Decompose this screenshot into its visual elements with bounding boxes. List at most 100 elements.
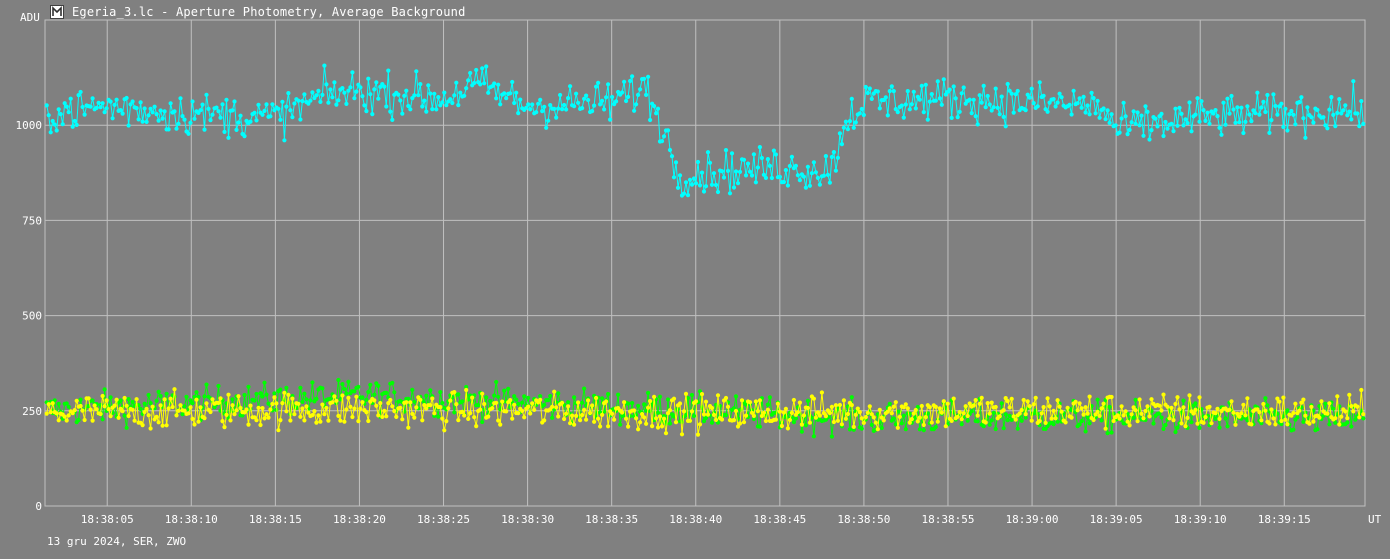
data-point [1327,401,1332,406]
data-point [689,182,695,187]
data-point [144,119,149,124]
data-point [735,181,741,186]
data-point [1123,409,1128,414]
data-point [895,425,900,430]
data-point [1005,418,1010,423]
data-point [236,394,241,399]
data-point [522,415,527,420]
data-point [1159,111,1164,116]
data-point [342,90,347,95]
data-point [1279,421,1284,427]
y-axis-label: ADU [20,11,40,24]
data-point [584,417,589,422]
data-point [94,105,99,110]
data-point [691,176,697,181]
data-point [576,400,581,405]
data-point [1177,105,1182,110]
data-point [693,399,699,404]
data-point [1261,99,1266,104]
data-point [1027,404,1032,409]
data-point [1031,402,1036,407]
data-point [564,411,569,416]
data-point [1001,408,1006,413]
data-point [935,419,940,424]
data-point [1243,413,1248,418]
data-point [827,180,833,185]
data-point [957,410,962,415]
data-point [452,390,457,395]
data-point [1325,411,1330,416]
data-point [1257,410,1262,415]
data-point [813,170,819,175]
data-point [887,89,892,94]
data-point [1067,102,1072,107]
data-point [1007,413,1012,418]
data-point [1109,394,1114,400]
data-point [655,425,661,430]
data-point [482,401,487,407]
data-point [600,396,605,401]
data-point [735,424,741,429]
data-point [1229,93,1234,99]
data-point [1103,426,1108,431]
data-point [781,179,787,185]
data-point [1209,421,1214,426]
data-point [270,401,275,407]
data-point [282,138,287,143]
data-point [498,102,503,107]
data-point [48,130,53,135]
data-point [646,405,651,410]
data-point [278,418,283,423]
data-point [266,401,271,406]
data-point [1333,416,1338,421]
data-point [210,112,215,117]
data-point [1295,415,1300,420]
data-point [1007,405,1012,410]
data-point [134,397,139,402]
data-point [733,408,739,414]
data-point [56,401,61,406]
data-point [230,403,235,408]
data-point [779,423,785,429]
data-point [1339,111,1344,116]
data-point [683,391,689,396]
data-point [847,427,853,432]
data-point [1055,100,1060,105]
data-point [538,97,543,102]
data-point [390,380,395,385]
data-point [378,401,383,406]
data-point [1121,413,1126,418]
data-point [1305,105,1310,110]
data-point [232,412,237,417]
data-point [596,416,601,421]
data-point [1211,111,1216,116]
data-point [460,409,465,414]
data-point [630,74,635,79]
data-point [562,416,567,422]
data-point [859,106,864,112]
x-tick-label: 18:38:20 [333,513,386,526]
data-point [438,405,443,410]
data-point [1187,393,1192,398]
data-point [654,416,659,421]
data-point [194,397,199,402]
data-point [586,97,591,103]
data-point [1119,116,1124,121]
data-point [308,98,313,103]
data-point [1099,418,1104,423]
data-point [1357,415,1362,420]
data-point [156,389,161,394]
data-point [454,80,459,85]
data-point [486,414,491,419]
data-point [140,423,145,428]
data-point [200,102,205,107]
data-point [398,405,403,410]
data-point [721,175,727,180]
data-point [594,84,599,89]
data-point [883,95,888,100]
data-point [302,391,307,396]
data-point [114,97,119,102]
data-point [685,193,691,198]
data-point [104,398,109,403]
data-point [264,412,269,417]
